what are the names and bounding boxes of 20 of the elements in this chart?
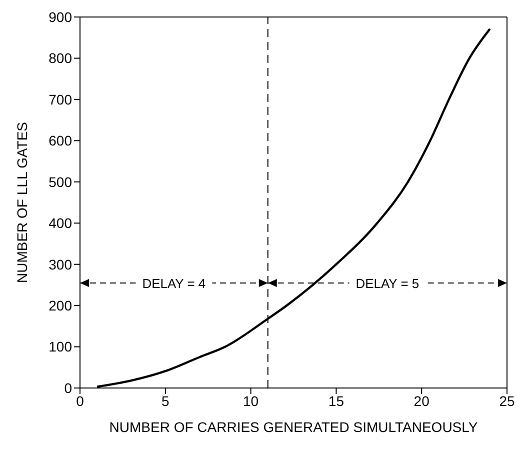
y-tick-label: 200 bbox=[48, 298, 72, 314]
x-tick-label: 20 bbox=[414, 392, 430, 409]
y-tick-label: 300 bbox=[48, 256, 72, 272]
x-tick-label: 25 bbox=[499, 392, 515, 409]
y-tick-label: 800 bbox=[48, 50, 72, 66]
annotation: DELAY = 5 bbox=[356, 276, 420, 292]
y-tick-label: 700 bbox=[48, 91, 72, 108]
annotation: DELAY = 4 bbox=[142, 276, 206, 292]
x-tick-label: 15 bbox=[328, 392, 344, 409]
y-tick-label: 900 bbox=[48, 8, 72, 25]
y-tick-label: 100 bbox=[48, 338, 72, 355]
y-tick-label: 600 bbox=[48, 132, 72, 149]
y-tick-label: 400 bbox=[48, 215, 72, 232]
x-tick-label: 10 bbox=[243, 392, 259, 409]
y-tick-label: 500 bbox=[48, 174, 72, 190]
x-tick-label: 5 bbox=[162, 392, 170, 409]
y-axis-title: NUMBER OF LLL GATES bbox=[14, 122, 30, 284]
y-tick-label: 0 bbox=[64, 380, 72, 396]
x-axis-title: NUMBER OF CARRIES GENERATED SIMULTANEOUSLY bbox=[109, 419, 478, 435]
x-tick-label: 0 bbox=[76, 392, 84, 409]
